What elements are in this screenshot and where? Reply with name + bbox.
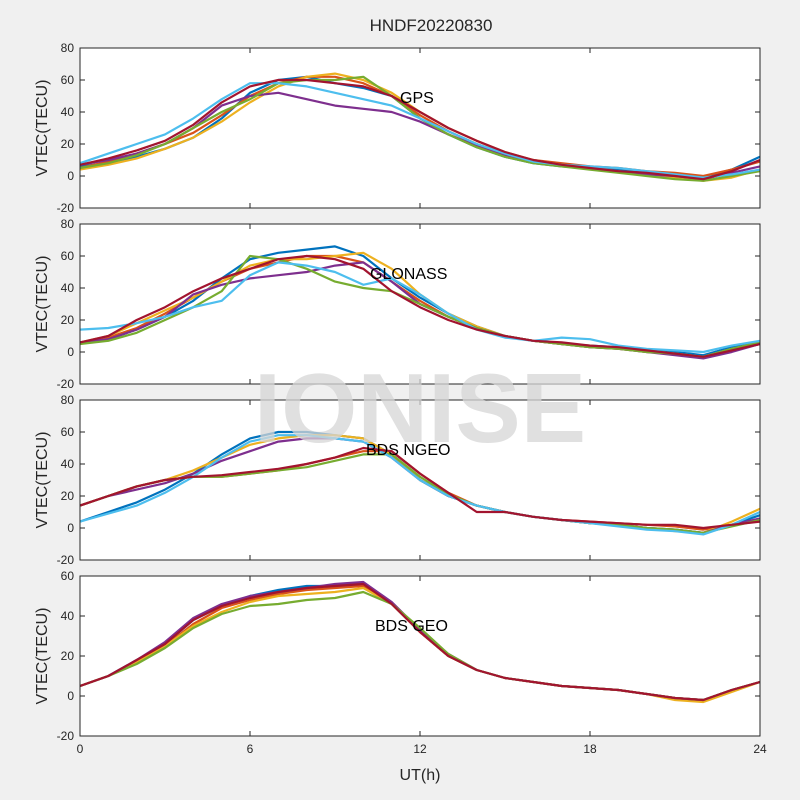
y-tick-label: 40 [61, 105, 75, 119]
watermark: IONISE [254, 353, 586, 463]
series-line-6 [79, 582, 761, 702]
panel-annotation: BDS NGEO [366, 442, 450, 459]
x-tick-label: 12 [413, 742, 427, 756]
y-tick-label: 40 [61, 457, 75, 471]
series-line-7 [79, 254, 761, 358]
x-tick-label: 0 [77, 742, 84, 756]
x-tick-label: 24 [753, 742, 767, 756]
panel-gps: 80 60 40 20 0 -20 VTEC(TECU) GPS [34, 41, 761, 215]
y-tick-label: 60 [61, 249, 75, 263]
y-axis-label: VTEC(TECU) [34, 432, 51, 529]
y-tick-label: -20 [57, 201, 75, 215]
y-axis-label: VTEC(TECU) [34, 80, 51, 177]
plot-area [80, 576, 760, 736]
y-axis-label: VTEC(TECU) [34, 256, 51, 353]
y-tick-label: 80 [61, 41, 75, 55]
y-tick-label: 60 [61, 569, 75, 583]
y-tick-label: 20 [61, 489, 75, 503]
y-tick-label: 0 [67, 521, 74, 535]
x-tick-label: 18 [583, 742, 597, 756]
y-tick-label: -20 [57, 377, 75, 391]
y-tick-label: 0 [67, 689, 74, 703]
figure-title: HNDF20220830 [370, 16, 493, 35]
y-tick-label: -20 [57, 729, 75, 743]
series-line-7 [79, 78, 761, 181]
panel-annotation: GLONASS [370, 266, 447, 283]
panel-bds-ngeo: 80 60 40 20 0 -20 VTEC(TECU) BDS NGEO [34, 393, 761, 567]
y-tick-label: 20 [61, 313, 75, 327]
panel-glonass: 80 60 40 20 0 -20 VTEC(TECU) GLONASS [34, 217, 761, 391]
x-axis-label: UT(h) [400, 767, 441, 784]
series-line-6 [79, 261, 761, 354]
y-tick-label: 0 [67, 169, 74, 183]
panel-annotation: GPS [400, 90, 434, 107]
series-line-6 [79, 82, 761, 179]
y-tick-label: 40 [61, 281, 75, 295]
y-tick-label: 40 [61, 609, 75, 623]
series-line-7 [79, 446, 761, 530]
y-tick-label: -20 [57, 553, 75, 567]
plot-area [80, 48, 760, 208]
y-axis-label: VTEC(TECU) [34, 608, 51, 705]
y-tick-label: 80 [61, 393, 75, 407]
y-tick-label: 20 [61, 137, 75, 151]
panel-annotation: BDS GEO [375, 618, 448, 635]
y-tick-label: 60 [61, 73, 75, 87]
x-tick-label: 6 [247, 742, 254, 756]
y-tick-label: 80 [61, 217, 75, 231]
y-tick-label: 60 [61, 425, 75, 439]
y-tick-label: 20 [61, 649, 75, 663]
y-tick-label: 0 [67, 345, 74, 359]
